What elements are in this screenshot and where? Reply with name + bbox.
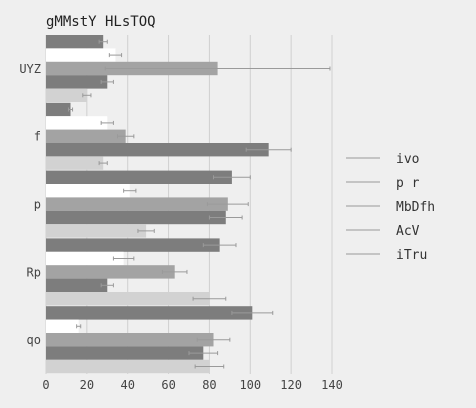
bar bbox=[46, 184, 130, 198]
legend-label: ivo bbox=[396, 152, 419, 167]
legend-label: MbDfh bbox=[396, 200, 435, 215]
bars bbox=[46, 35, 269, 374]
legend-label: p r bbox=[396, 176, 420, 191]
legend-label: AcV bbox=[396, 224, 420, 239]
bar bbox=[46, 48, 116, 62]
chart-title: gMMstY HLsTOQ bbox=[46, 14, 156, 30]
y-tick-label: qo bbox=[27, 333, 41, 347]
x-tick-label: 40 bbox=[120, 378, 134, 392]
bar bbox=[46, 197, 228, 211]
bar bbox=[46, 170, 232, 184]
error-bars bbox=[67, 39, 331, 369]
bar bbox=[46, 278, 108, 292]
bar bbox=[46, 210, 226, 225]
bar bbox=[46, 306, 253, 320]
bar bbox=[46, 333, 214, 347]
y-tick-label: f bbox=[34, 130, 41, 144]
y-axis-ticks: UYZ f p Rp qo bbox=[19, 62, 41, 347]
x-tick-label: 80 bbox=[202, 378, 216, 392]
y-tick-label: UYZ bbox=[19, 62, 41, 76]
legend: ivo p r MbDfh AcV iTru bbox=[346, 152, 435, 263]
bar bbox=[46, 251, 124, 266]
bar bbox=[46, 224, 147, 238]
legend-label: iTru bbox=[396, 248, 427, 263]
bar bbox=[46, 143, 269, 157]
bar bbox=[46, 88, 87, 102]
x-tick-label: 140 bbox=[321, 378, 343, 392]
x-tick-label: 60 bbox=[161, 378, 175, 392]
bar bbox=[46, 156, 104, 170]
bar bbox=[46, 102, 71, 117]
y-tick-label: Rp bbox=[27, 265, 41, 279]
y-tick-label: p bbox=[34, 198, 41, 212]
bar bbox=[46, 292, 210, 306]
x-tick-label: 100 bbox=[239, 378, 261, 392]
bar bbox=[46, 75, 108, 89]
bar bbox=[46, 359, 210, 374]
bar bbox=[46, 319, 79, 333]
bar bbox=[46, 129, 126, 143]
bar bbox=[46, 265, 175, 279]
x-tick-label: 0 bbox=[42, 378, 49, 392]
bar bbox=[46, 346, 204, 360]
bar bbox=[46, 35, 104, 49]
bar bbox=[46, 238, 220, 252]
x-tick-label: 20 bbox=[80, 378, 94, 392]
x-tick-label: 120 bbox=[280, 378, 302, 392]
bar bbox=[46, 116, 108, 130]
x-axis-ticks: 0 20 40 60 80 100 120 140 bbox=[42, 378, 342, 392]
